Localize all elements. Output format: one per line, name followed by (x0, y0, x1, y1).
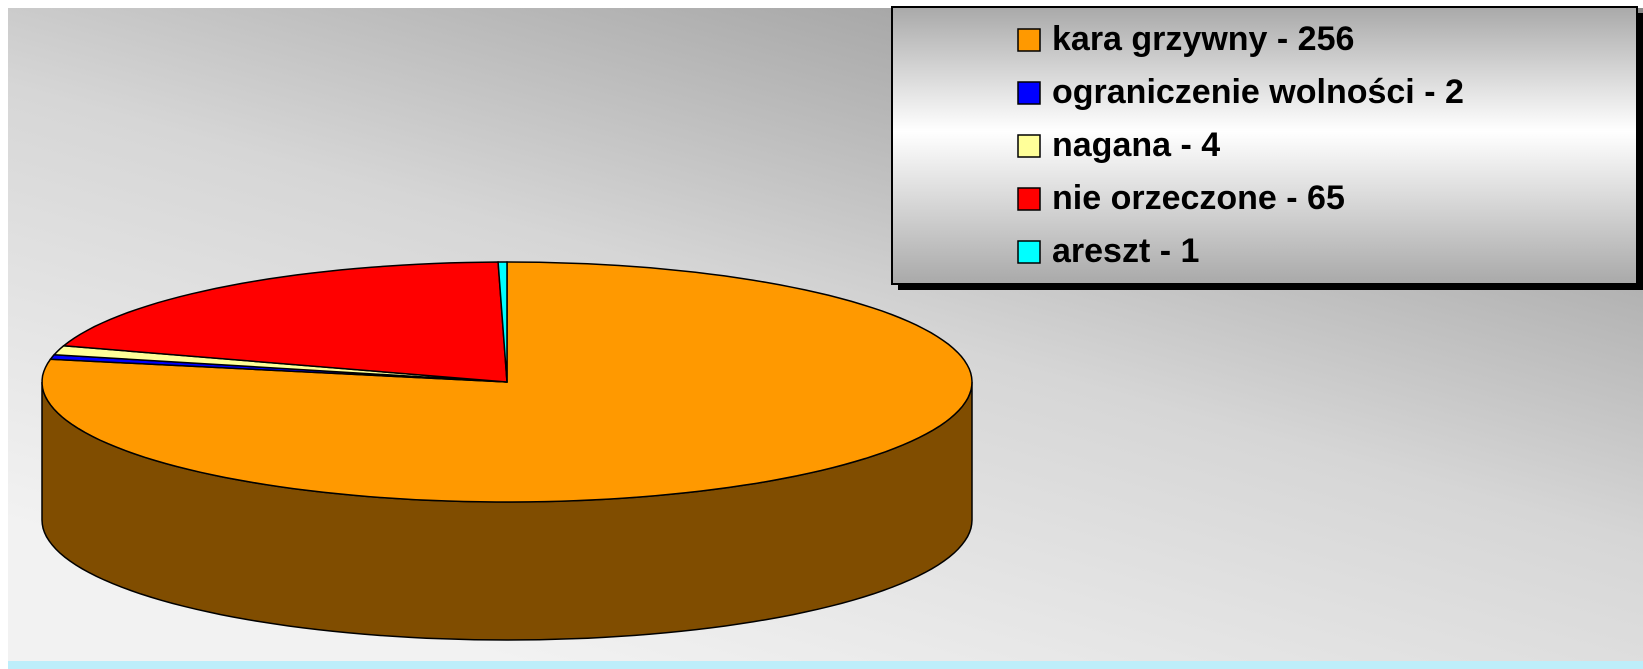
legend-items: kara grzywny - 256 ograniczenie wolności … (1017, 20, 1464, 270)
legend-swatch (1017, 81, 1041, 105)
legend-swatch (1017, 134, 1041, 158)
slice (61, 261, 508, 383)
slice (497, 261, 508, 383)
pie (41, 261, 973, 641)
legend-label: ograniczenie wolności - 2 (1052, 73, 1464, 111)
legend-label: nie orzeczone - 65 (1052, 179, 1345, 217)
bottom-strip (8, 661, 1643, 669)
legend (891, 6, 1638, 285)
legend-label: areszt - 1 (1052, 232, 1199, 270)
legend-label: kara grzywny - 256 (1052, 20, 1354, 58)
legend-swatch (1017, 187, 1041, 211)
legend-swatch (1017, 28, 1041, 52)
legend-label: nagana - 4 (1052, 126, 1220, 164)
legend-swatch (1017, 240, 1041, 264)
